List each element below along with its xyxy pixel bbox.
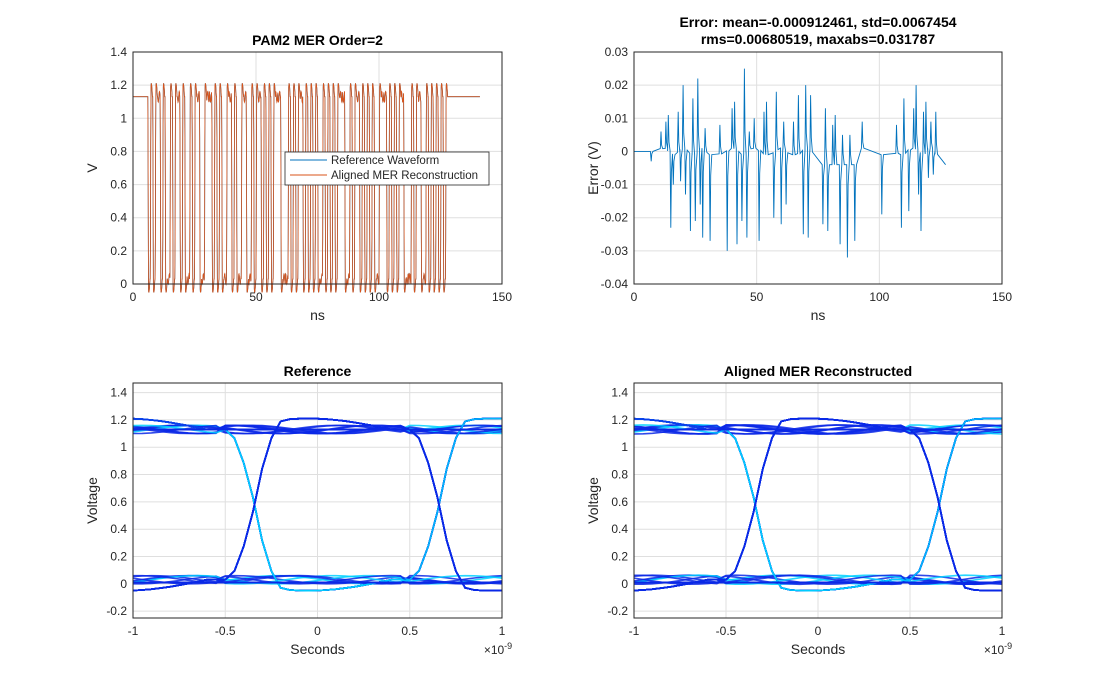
x-tick-label: 150 <box>492 290 512 304</box>
x-axis-label: Seconds <box>290 641 344 657</box>
y-tick-label: 0 <box>120 577 127 591</box>
x-axis-label: ns <box>310 307 325 323</box>
eye-diagram <box>133 417 502 592</box>
y-axis-label: Error (V) <box>585 141 601 195</box>
chart-title: Error: mean=-0.000912461, std=0.0067454 <box>679 14 956 30</box>
y-tick-label: 1.4 <box>110 386 127 400</box>
eye-diagram <box>634 417 1002 592</box>
y-tick-label: 1.4 <box>110 45 127 59</box>
x-tick-label: 0 <box>314 624 321 638</box>
y-tick-label: 0.02 <box>605 78 629 92</box>
y-tick-label: 0 <box>621 577 628 591</box>
x-tick-label: 1 <box>499 624 506 638</box>
y-axis-label: Voltage <box>84 477 100 524</box>
x-tick-label: 0 <box>130 290 137 304</box>
x-tick-label: 1 <box>999 624 1006 638</box>
x-tick-label: 50 <box>750 290 764 304</box>
y-tick-label: 0.8 <box>110 144 127 158</box>
x-tick-label: -1 <box>128 624 139 638</box>
legend-entry: Aligned MER Reconstruction <box>331 170 478 182</box>
x-tick-label: 0.5 <box>902 624 919 638</box>
y-tick-label: 1.2 <box>110 413 127 427</box>
subplot-3: -1 -0.5 0 0.5 1 -0.2 0 0.2 0.4 0.6 0.8 1 1.2 1.4 Secon… <box>84 363 512 657</box>
y-tick-label: 0.01 <box>605 111 629 125</box>
y-tick-label: 0.6 <box>611 495 628 509</box>
y-tick-label: -0.2 <box>607 604 628 618</box>
chart-title: Reference <box>284 363 352 379</box>
x-tick-label: 100 <box>369 290 389 304</box>
axes-box <box>633 51 1003 285</box>
y-axis-label: Voltage <box>585 477 601 524</box>
y-tick-label: 0.6 <box>110 178 127 192</box>
y-tick-label: 1 <box>120 111 127 125</box>
series-error <box>634 68 946 258</box>
subplot-2: 0 50 100 150 -0.04 -0.03 -0.02 -0.01 0 0.01 0.02 0.… <box>585 14 1012 323</box>
y-tick-label: 0.03 <box>605 45 629 59</box>
y-tick-label: 1.2 <box>110 78 127 92</box>
axes-box <box>633 382 1003 619</box>
y-tick-label: 0.6 <box>110 495 127 509</box>
y-tick-label: 1.2 <box>611 413 628 427</box>
axes-box <box>132 51 503 285</box>
y-tick-label: -0.02 <box>601 211 629 225</box>
x-axis-label: ns <box>811 307 826 323</box>
y-tick-label: 0.4 <box>110 211 127 225</box>
y-tick-label: 0.4 <box>110 522 127 536</box>
x-exponent-label: ×10-9 <box>984 641 1012 657</box>
legend-entry: Reference Waveform <box>331 155 439 167</box>
y-tick-label: 0 <box>621 144 628 158</box>
x-tick-label: 0 <box>815 624 822 638</box>
y-tick-label: 0.2 <box>611 550 628 564</box>
y-tick-label: 0.4 <box>611 522 628 536</box>
x-tick-label: 0.5 <box>401 624 418 638</box>
y-tick-label: 0.8 <box>611 468 628 482</box>
axes-box <box>132 382 503 619</box>
y-tick-label: -0.03 <box>601 244 629 258</box>
y-tick-label: 0.2 <box>110 550 127 564</box>
x-tick-label: 0 <box>631 290 638 304</box>
x-tick-label: 150 <box>992 290 1012 304</box>
series-aligned-mer-reconstruction <box>133 83 480 293</box>
chart-title: Aligned MER Reconstructed <box>724 363 912 379</box>
x-tick-label: 100 <box>869 290 889 304</box>
x-tick-label: -1 <box>629 624 640 638</box>
x-tick-label: 50 <box>249 290 263 304</box>
chart-title-line2: rms=0.00680519, maxabs=0.031787 <box>701 31 936 47</box>
chart-title: PAM2 MER Order=2 <box>252 32 383 48</box>
x-tick-label: -0.5 <box>215 624 236 638</box>
y-tick-label: 1.4 <box>611 386 628 400</box>
y-tick-label: 0.8 <box>110 468 127 482</box>
y-axis-label: V <box>84 163 100 173</box>
subplot-1: 0 50 100 150 0 0.2 0.4 0.6 0.8 1 1.2 1.4 ns V PAM2 MER… <box>84 32 512 323</box>
y-tick-label: -0.01 <box>601 178 629 192</box>
legend: Reference Waveform Aligned MER Reconstruc… <box>284 151 490 186</box>
y-tick-label: -0.2 <box>106 604 127 618</box>
y-tick-label: -0.04 <box>601 277 629 291</box>
x-exponent-label: ×10-9 <box>484 641 512 657</box>
y-tick-label: 1 <box>120 440 127 454</box>
y-tick-label: 0.2 <box>110 244 127 258</box>
y-tick-label: 1 <box>621 440 628 454</box>
x-tick-label: -0.5 <box>716 624 737 638</box>
x-axis-label: Seconds <box>791 641 845 657</box>
subplot-4: -1 -0.5 0 0.5 1 -0.2 0 0.2 0.4 0.6 0.8 1 1.2 1.4 Secon… <box>585 363 1012 657</box>
y-tick-label: 0 <box>120 277 127 291</box>
